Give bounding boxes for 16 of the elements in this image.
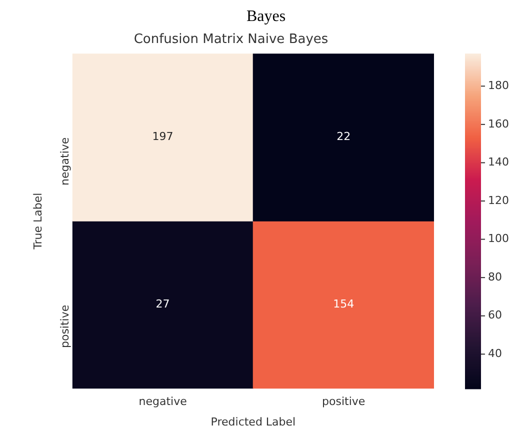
chart-title: Confusion Matrix Naive Bayes [134,32,328,48]
color-bar-label: 160 [488,117,509,130]
color-bar-label: 100 [488,232,509,246]
x-axis-title: Predicted Label [210,415,296,428]
color-bar-label: 80 [488,270,502,284]
color-bar-label: 140 [488,156,509,169]
color-bar-label: 40 [488,347,502,360]
data-label: 22 [336,130,351,144]
color-bar-label: 180 [488,79,509,92]
text: Bayes [245,8,287,27]
color-bar-label: 60 [488,308,502,322]
y-axis-title: True Label [31,192,44,250]
data-label: 197 [152,130,174,144]
color-bar-label: 120 [488,194,509,207]
data-label: 154 [333,298,354,311]
data-label: 27 [156,298,170,311]
